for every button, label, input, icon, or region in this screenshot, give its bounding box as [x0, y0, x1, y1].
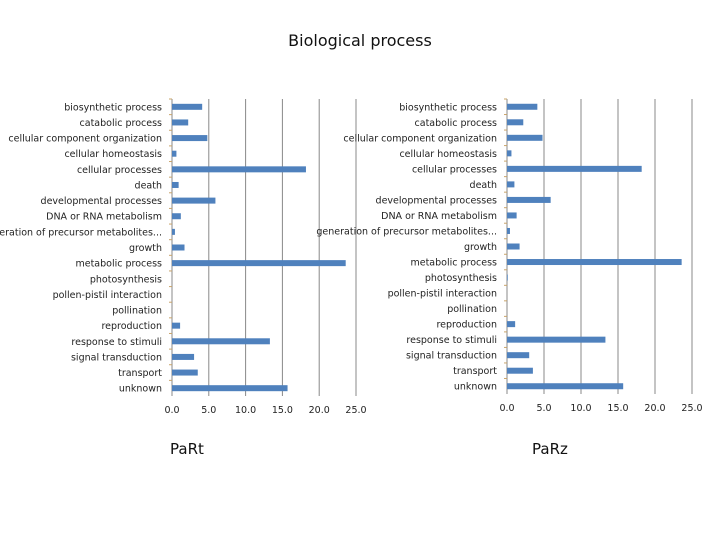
category-label: unknown [454, 382, 497, 393]
x-tick-label: 10.0 [570, 403, 591, 414]
category-label: cellular homeostasis [64, 149, 162, 160]
category-label: catabolic process [80, 118, 163, 129]
bar [507, 321, 516, 328]
bar [172, 244, 185, 251]
category-label: reproduction [101, 321, 162, 332]
bar [507, 196, 551, 203]
bar [507, 352, 530, 359]
x-tick-label: 0.0 [164, 405, 179, 416]
bar [172, 260, 346, 267]
bar [507, 259, 682, 266]
category-label: DNA or RNA metabolism [46, 212, 162, 223]
category-label: growth [464, 242, 497, 253]
bar [507, 103, 538, 110]
category-label: cellular component organization [343, 133, 497, 144]
bar [507, 367, 533, 374]
category-label: death [135, 180, 162, 191]
bar [172, 338, 270, 345]
bar [172, 181, 179, 188]
bar [172, 135, 208, 142]
bar [172, 228, 175, 235]
bar [507, 212, 517, 219]
category-label: photosynthesis [425, 273, 497, 284]
bar [507, 243, 520, 250]
category-label: developmental processes [41, 196, 163, 207]
bar [507, 119, 524, 126]
bar [172, 119, 189, 126]
x-tick-label: 25.0 [681, 403, 702, 414]
category-label: response to stimuli [406, 335, 497, 346]
bar [172, 322, 181, 329]
category-label: pollen-pistil interaction [388, 289, 497, 300]
category-label: pollination [447, 304, 497, 315]
category-label: developmental processes [376, 195, 498, 206]
category-label: metabolic process [75, 259, 162, 270]
bar [172, 353, 195, 360]
category-label: cellular homeostasis [399, 149, 497, 160]
bar [172, 213, 181, 220]
x-tick-label: 20.0 [309, 405, 330, 416]
bar [172, 369, 198, 376]
bar [172, 385, 288, 392]
category-label: biosynthetic process [64, 102, 162, 113]
category-label: biosynthetic process [399, 102, 497, 113]
bar [172, 197, 216, 204]
category-label: unknown [119, 384, 162, 395]
category-label: transport [453, 366, 497, 377]
category-label: metabolic process [410, 258, 497, 269]
category-label: photosynthesis [90, 274, 162, 285]
bar [172, 166, 306, 173]
category-label: generation of precursor metabolites... [0, 227, 162, 238]
x-tick-label: 5.0 [536, 403, 551, 414]
category-label: cellular processes [77, 165, 162, 176]
category-label: death [470, 180, 497, 191]
bar [507, 150, 512, 157]
category-label: generation of precursor metabolites... [316, 226, 497, 237]
bar [507, 165, 642, 172]
bar [507, 383, 624, 390]
chart-title-parz: PaRz [532, 440, 568, 458]
x-tick-label: 25.0 [345, 405, 366, 416]
bar [172, 103, 203, 110]
bar [507, 336, 606, 343]
category-label: signal transduction [406, 351, 497, 362]
category-label: signal transduction [71, 352, 162, 363]
category-label: pollen-pistil interaction [53, 290, 162, 301]
bar [507, 181, 515, 188]
category-label: transport [118, 368, 162, 379]
bar [507, 274, 508, 281]
x-tick-label: 5.0 [201, 405, 216, 416]
category-label: cellular processes [412, 164, 497, 175]
x-tick-label: 20.0 [644, 403, 665, 414]
bar [172, 150, 177, 157]
bar [507, 134, 543, 141]
category-label: pollination [112, 306, 162, 317]
category-label: DNA or RNA metabolism [381, 211, 497, 222]
bar [507, 227, 510, 234]
category-label: reproduction [436, 320, 497, 331]
category-label: response to stimuli [71, 337, 162, 348]
x-tick-label: 0.0 [499, 403, 514, 414]
figure-title: Biological process [288, 31, 432, 50]
x-tick-label: 15.0 [272, 405, 293, 416]
category-label: growth [129, 243, 162, 254]
category-label: cellular component organization [8, 134, 162, 145]
chart-title-part: PaRt [170, 440, 204, 458]
x-tick-label: 15.0 [607, 403, 628, 414]
category-label: catabolic process [415, 118, 498, 129]
x-tick-label: 10.0 [235, 405, 256, 416]
